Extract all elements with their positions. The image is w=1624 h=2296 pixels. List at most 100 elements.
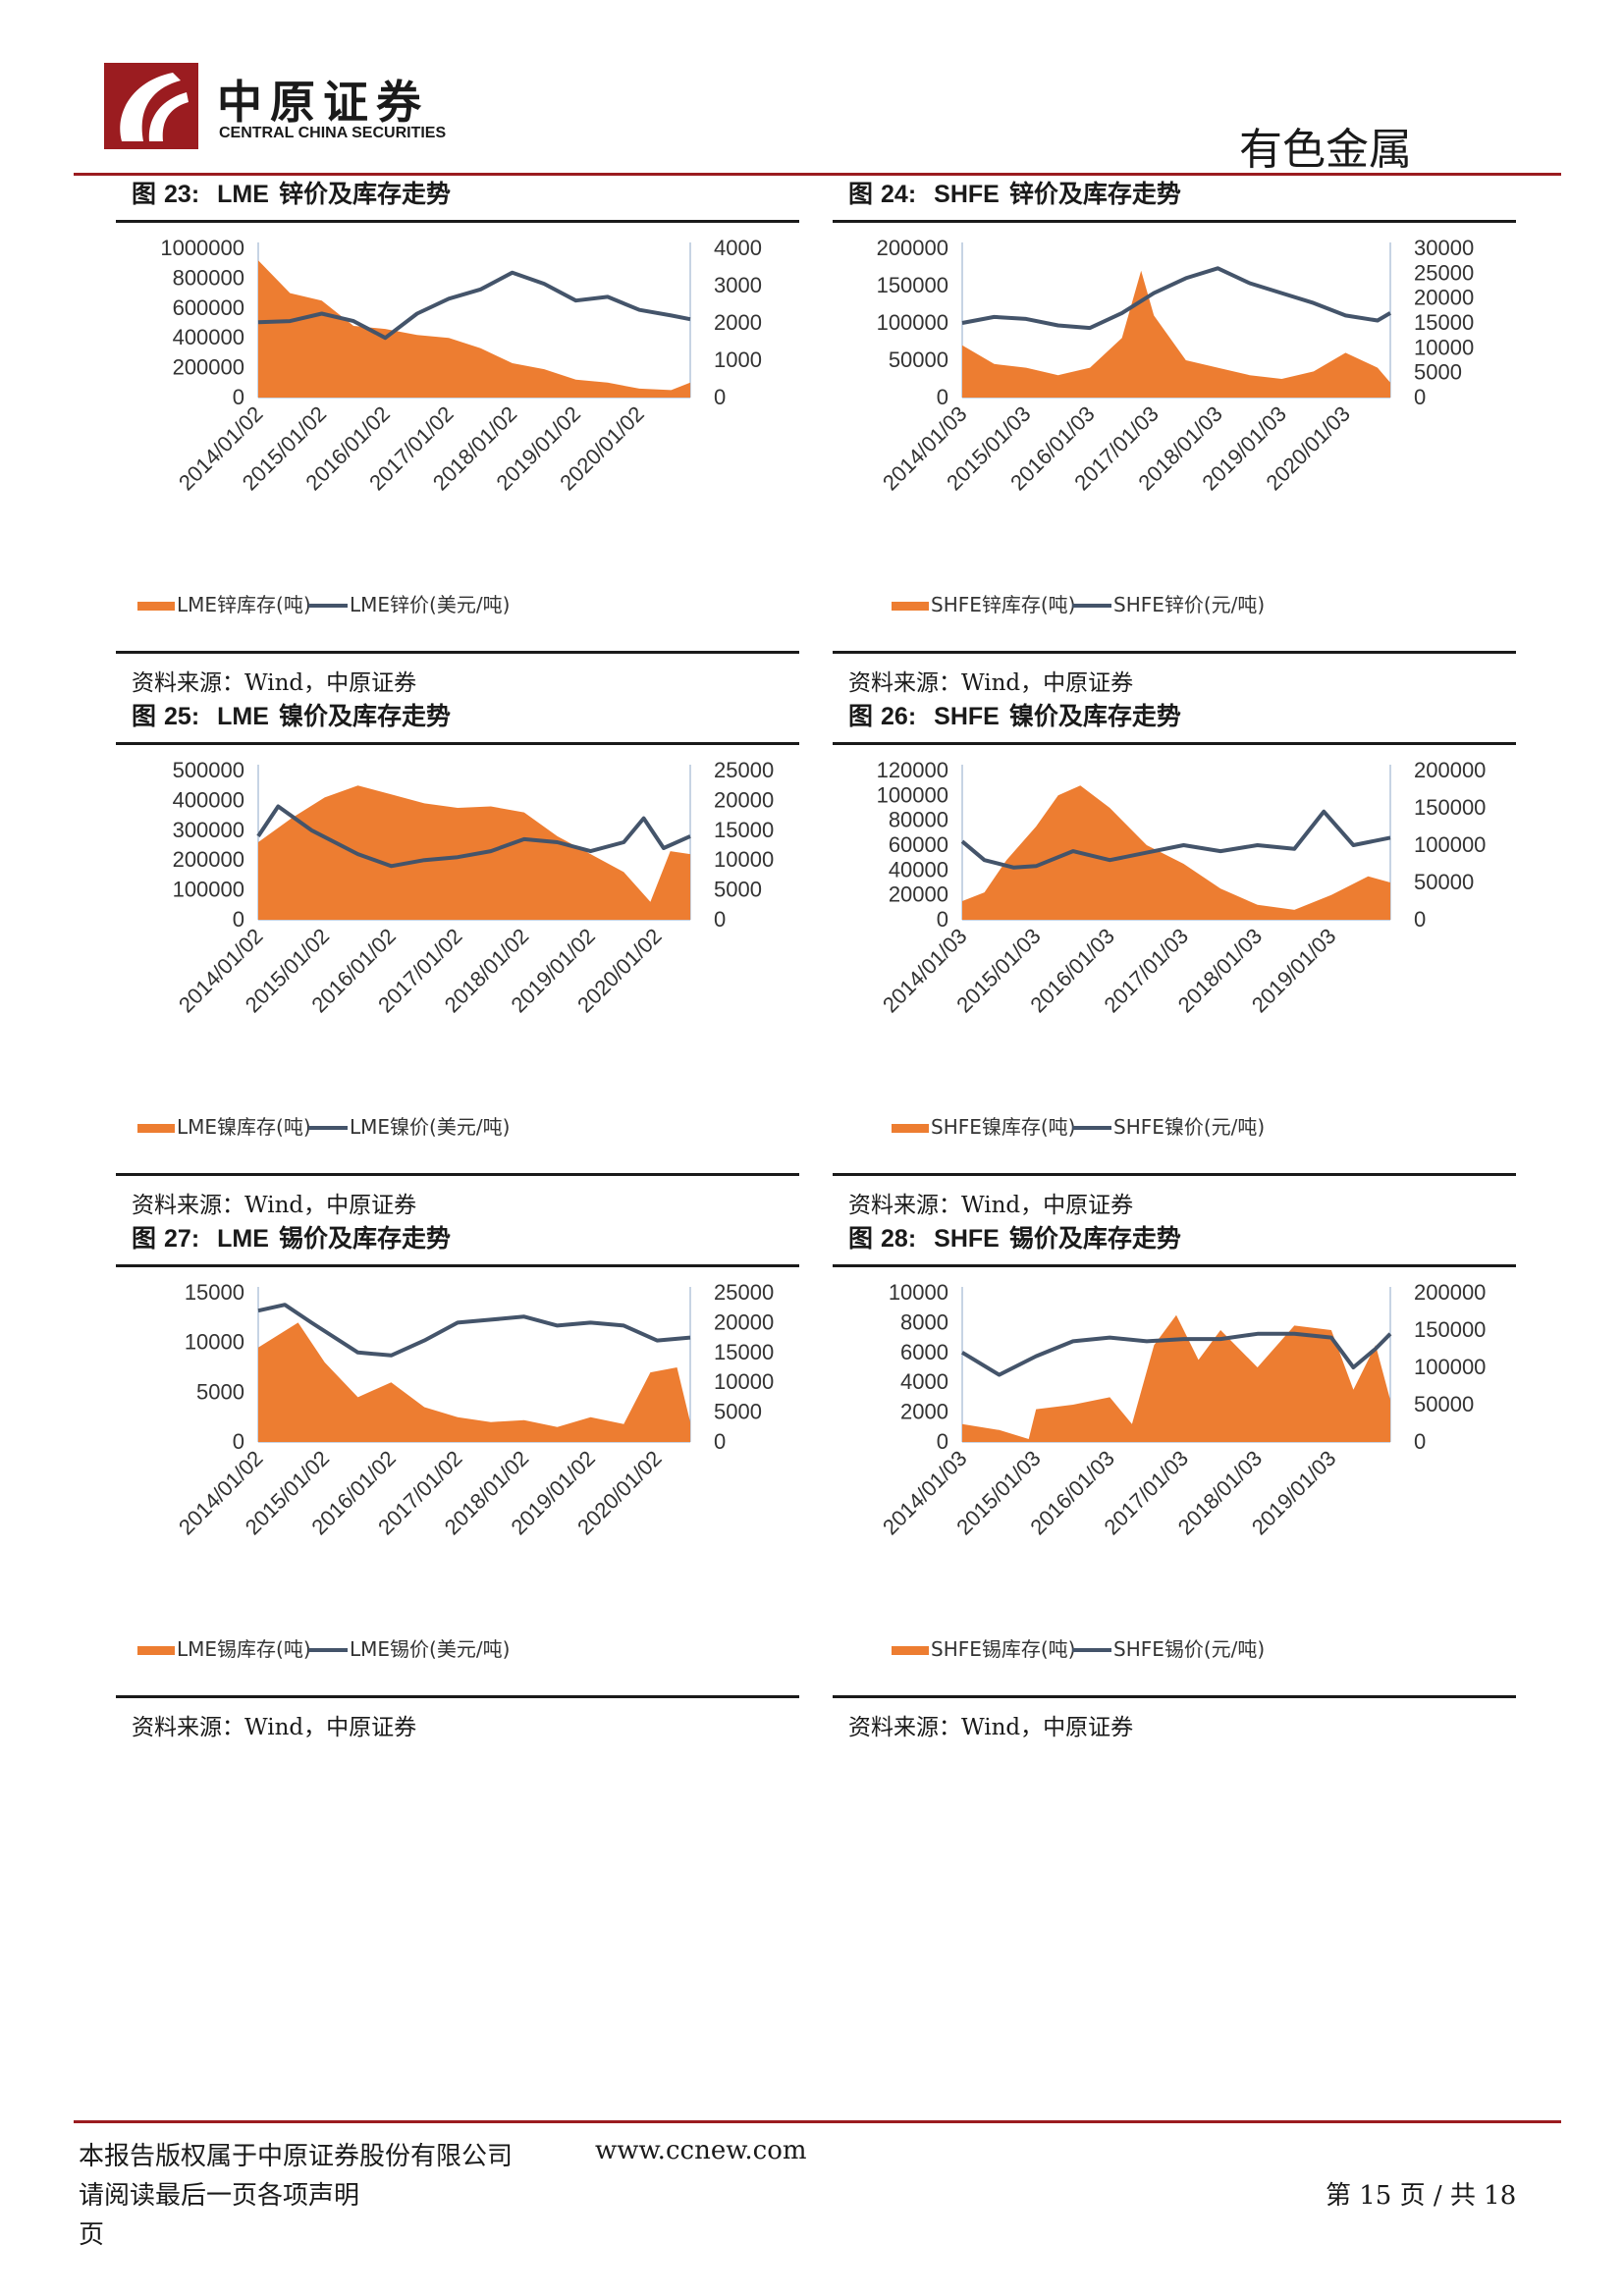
y-left-tick-label: 15000 xyxy=(185,1280,244,1305)
price-line xyxy=(257,270,691,341)
chart: 2000001500001000005000003000025000200001… xyxy=(877,236,1475,616)
y-left-tick-label: 200000 xyxy=(173,847,244,872)
inventory-area xyxy=(258,1322,690,1442)
y-right-tick-label: 15000 xyxy=(714,818,774,842)
y-right-tick-label: 5000 xyxy=(714,1400,762,1424)
footer-website[interactable]: www.ccnew.com xyxy=(595,2136,807,2165)
legend-price-label: SHFE锌价(元/吨) xyxy=(1113,593,1265,616)
y-right-tick-label: 1000 xyxy=(714,347,762,372)
header-divider xyxy=(74,173,1561,176)
y-left-tick-label: 200000 xyxy=(877,236,948,260)
footer-page-word: 页 xyxy=(79,2220,105,2250)
legend-inventory-swatch xyxy=(892,602,929,611)
y-left-tick-label: 0 xyxy=(233,907,244,932)
figure-market: SHFE xyxy=(934,703,1000,730)
y-right-tick-label: 150000 xyxy=(1414,1317,1486,1342)
y-right-tick-label: 5000 xyxy=(714,878,762,902)
figure-title: 图 23: LME 锌价及库存走势 xyxy=(116,175,799,223)
figure-source: 资料来源：Wind，中原证券 xyxy=(116,651,799,696)
figure-shfe-zinc: 图 24: SHFE 锌价及库存走势 200000 150000 100000 50000 0 3… xyxy=(833,175,1516,696)
y-right-tick-label: 20000 xyxy=(1414,286,1474,310)
legend-inventory-swatch xyxy=(892,1124,929,1133)
y-right-tick-label: 10000 xyxy=(714,1369,774,1394)
figure-title: 图 26: SHFE 镍价及库存走势 xyxy=(833,697,1516,745)
y-left-tick-label: 50000 xyxy=(889,347,948,372)
y-left-tick-label: 2000 xyxy=(900,1400,948,1424)
figure-number: 25: xyxy=(164,703,200,730)
inventory-area xyxy=(258,260,690,398)
y-right-tick-label: 0 xyxy=(1414,385,1426,409)
y-left-tick-label: 8000 xyxy=(900,1309,948,1334)
figure-shfe-tin: 图 28: SHFE 锡价及库存走势 10000 8000 6000 4000 2000 0 200… xyxy=(833,1219,1516,1740)
y-right-tick-label: 4000 xyxy=(714,236,762,260)
y-right-tick-label: 10000 xyxy=(714,847,774,872)
y-right-tick-label: 0 xyxy=(1414,907,1426,932)
chart: 1000000 800000 600000 400000 200000 0 4000 3000… xyxy=(137,236,762,616)
figure-title: 图 27: LME 锡价及库存走势 xyxy=(116,1219,799,1267)
y-right-tick-label: 100000 xyxy=(1414,1355,1486,1379)
legend-inventory-label: SHFE锡库存(吨) xyxy=(931,1637,1075,1661)
legend-inventory-label: SHFE锌库存(吨) xyxy=(931,593,1075,616)
y-right-tick-label: 200000 xyxy=(1414,1280,1486,1305)
price-line xyxy=(961,266,1392,331)
figure-prefix: 图 xyxy=(132,702,157,730)
y-right-tick-label: 3000 xyxy=(714,273,762,297)
y-left-tick-label: 120000 xyxy=(877,758,948,782)
y-left-tick-label: 0 xyxy=(937,385,948,409)
y-left-tick-label: 500000 xyxy=(173,758,244,782)
figure-number: 24: xyxy=(881,181,917,208)
company-logo: 中原证券 CENTRAL CHINA SECURITIES xyxy=(104,63,516,151)
y-left-tick-label: 200000 xyxy=(173,355,244,380)
footer-disclaimer: 请阅读最后一页各项声明 xyxy=(79,2181,360,2211)
y-right-tick-label: 0 xyxy=(714,1429,726,1454)
chart: 10000 8000 6000 4000 2000 0 200000 150000 100000… xyxy=(878,1280,1486,1661)
y-left-tick-label: 600000 xyxy=(173,295,244,320)
y-right-tick-label: 30000 xyxy=(1414,236,1474,260)
y-left-tick-label: 100000 xyxy=(173,878,244,902)
figure-title-text: 锡价及库存走势 xyxy=(1008,1224,1181,1253)
y-right-tick-label: 20000 xyxy=(714,1309,774,1334)
footer-page-info: 第 15 页 / 共 18 xyxy=(1326,2181,1517,2211)
figure-market: LME xyxy=(217,703,269,730)
footer-divider xyxy=(74,2120,1561,2123)
figure-title-text: 锌价及库存走势 xyxy=(278,180,451,208)
y-left-tick-label: 0 xyxy=(233,1429,244,1454)
y-left-tick-label: 800000 xyxy=(173,265,244,290)
chart: 1200001000008000060000400002000002000001… xyxy=(877,758,1487,1139)
figure-lme-tin: 图 27: LME 锡价及库存走势 15000 10000 5000 0 25000 20000 1… xyxy=(116,1219,799,1740)
chart: 5000004000003000002000001000000250002000… xyxy=(137,758,774,1139)
y-left-tick-label: 0 xyxy=(233,385,244,409)
figure-source: 资料来源：Wind，中原证券 xyxy=(116,1695,799,1740)
y-right-tick-label: 5000 xyxy=(1414,360,1462,385)
figure-source: 资料来源：Wind，中原证券 xyxy=(116,1173,799,1218)
figure-shfe-nickel: 图 26: SHFE 镍价及库存走势 120000 100000 80000 60000 400… xyxy=(833,697,1516,1218)
legend-inventory-swatch xyxy=(137,602,175,611)
figure-lme-nickel: 图 25: LME 镍价及库存走势 500000 400000 300000 200000 10… xyxy=(116,697,799,1218)
legend-inventory-swatch xyxy=(892,1646,929,1655)
logo-english-name: CENTRAL CHINA SECURITIES xyxy=(219,125,447,141)
figure-market: LME xyxy=(217,181,269,208)
y-left-tick-label: 1000000 xyxy=(160,236,244,260)
y-left-tick-label: 5000 xyxy=(196,1379,244,1404)
legend-price-label: LME镍价(美元/吨) xyxy=(350,1115,510,1139)
chart: 15000 10000 5000 0 25000 20000 15000 10000 5000 0… xyxy=(137,1280,774,1661)
y-left-tick-label: 10000 xyxy=(185,1330,244,1355)
legend-inventory-swatch xyxy=(137,1646,175,1655)
y-right-tick-label: 15000 xyxy=(1414,310,1474,335)
y-left-tick-label: 6000 xyxy=(900,1340,948,1364)
figure-market: LME xyxy=(217,1225,269,1253)
figure-prefix: 图 xyxy=(132,180,157,208)
logo-mark-icon xyxy=(104,63,198,149)
logo-chinese-name: 中原证券 xyxy=(217,76,429,129)
figure-source: 资料来源：Wind，中原证券 xyxy=(833,1173,1516,1218)
y-left-tick-label: 20000 xyxy=(889,882,948,907)
figure-source: 资料来源：Wind，中原证券 xyxy=(833,651,1516,696)
legend-price-label: LME锡价(美元/吨) xyxy=(350,1637,510,1661)
figure-title: 图 28: SHFE 锡价及库存走势 xyxy=(833,1219,1516,1267)
inventory-area xyxy=(962,270,1390,398)
y-right-tick-label: 50000 xyxy=(1414,1392,1474,1416)
y-right-tick-label: 2000 xyxy=(714,310,762,335)
y-right-tick-label: 100000 xyxy=(1414,832,1486,857)
legend-inventory-swatch xyxy=(137,1124,175,1133)
y-left-tick-label: 10000 xyxy=(889,1280,948,1305)
